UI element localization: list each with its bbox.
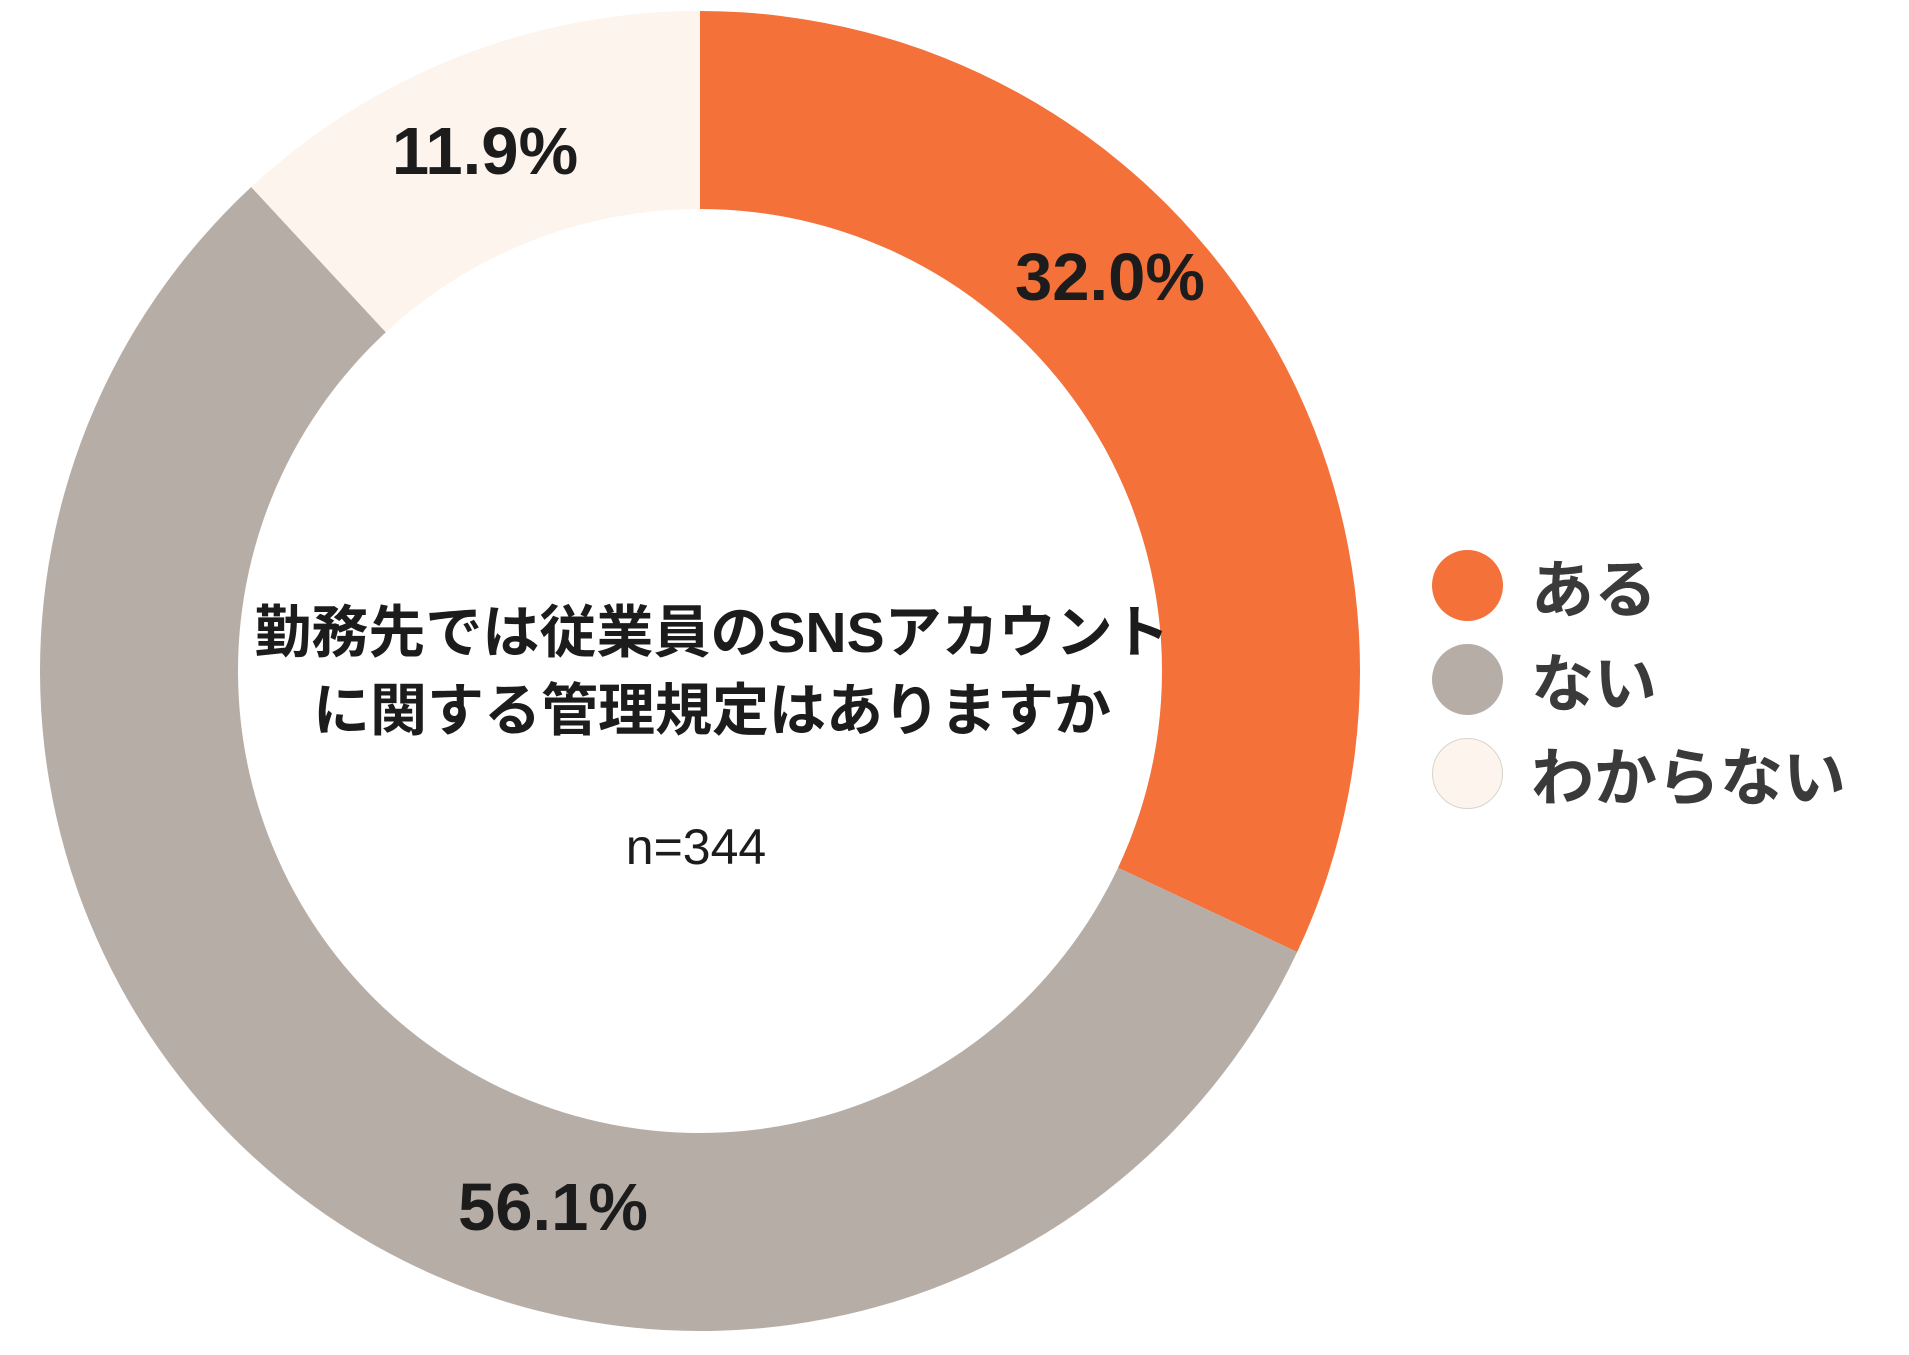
svg-text:32.0%: 32.0% bbox=[1015, 240, 1205, 315]
svg-text:11.9%: 11.9% bbox=[392, 114, 578, 189]
svg-text:56.1%: 56.1% bbox=[458, 1170, 648, 1245]
